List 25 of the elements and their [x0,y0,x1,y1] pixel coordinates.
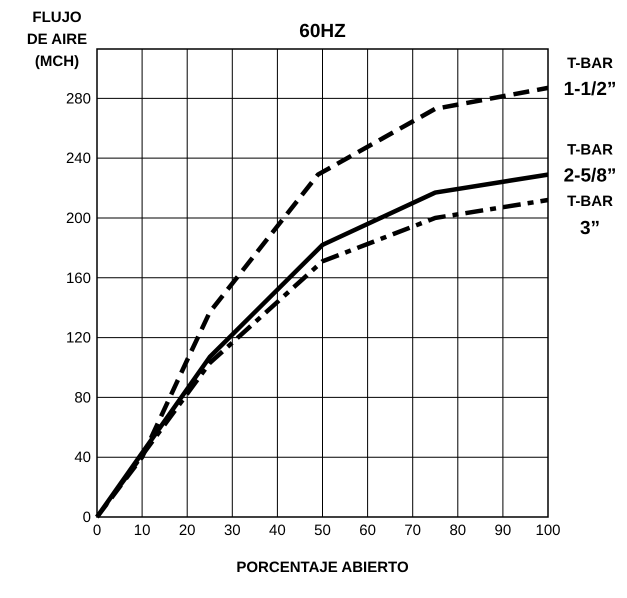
x-tick-label: 30 [224,522,241,539]
y-tick-label: 0 [82,509,91,526]
y-tick-label: 240 [66,150,91,168]
chart-title: 60HZ [299,21,346,42]
y-tick-label: 280 [66,90,91,108]
x-tick-label: 40 [269,522,286,539]
y-tick-label: 160 [66,270,91,287]
x-tick-label: 100 [535,522,561,539]
series-label: T-BAR 1-1/2” [564,54,616,100]
series-label: T-BAR 2-5/8” [564,142,616,187]
x-tick-label: 70 [404,522,422,539]
x-tick-label: 20 [178,522,196,539]
series-label: T-BAR 3” [567,193,614,240]
x-tick-label: 90 [494,522,512,539]
x-tick-label: 60 [359,522,376,539]
y-tick-label: 120 [66,330,91,347]
y-axis-title: FLUJO DE AIRE (MCH) [26,9,88,70]
y-tick-label: 200 [66,210,91,227]
x-axis-title: PORCENTAJE ABIERTO [236,559,409,576]
x-tick-label: 0 [92,522,102,539]
x-tick-label: 50 [314,522,331,539]
x-tick-label: 80 [449,522,466,539]
x-tick-label: 10 [134,522,150,539]
y-tick-label: 80 [74,389,91,406]
y-tick-label: 40 [74,449,91,466]
